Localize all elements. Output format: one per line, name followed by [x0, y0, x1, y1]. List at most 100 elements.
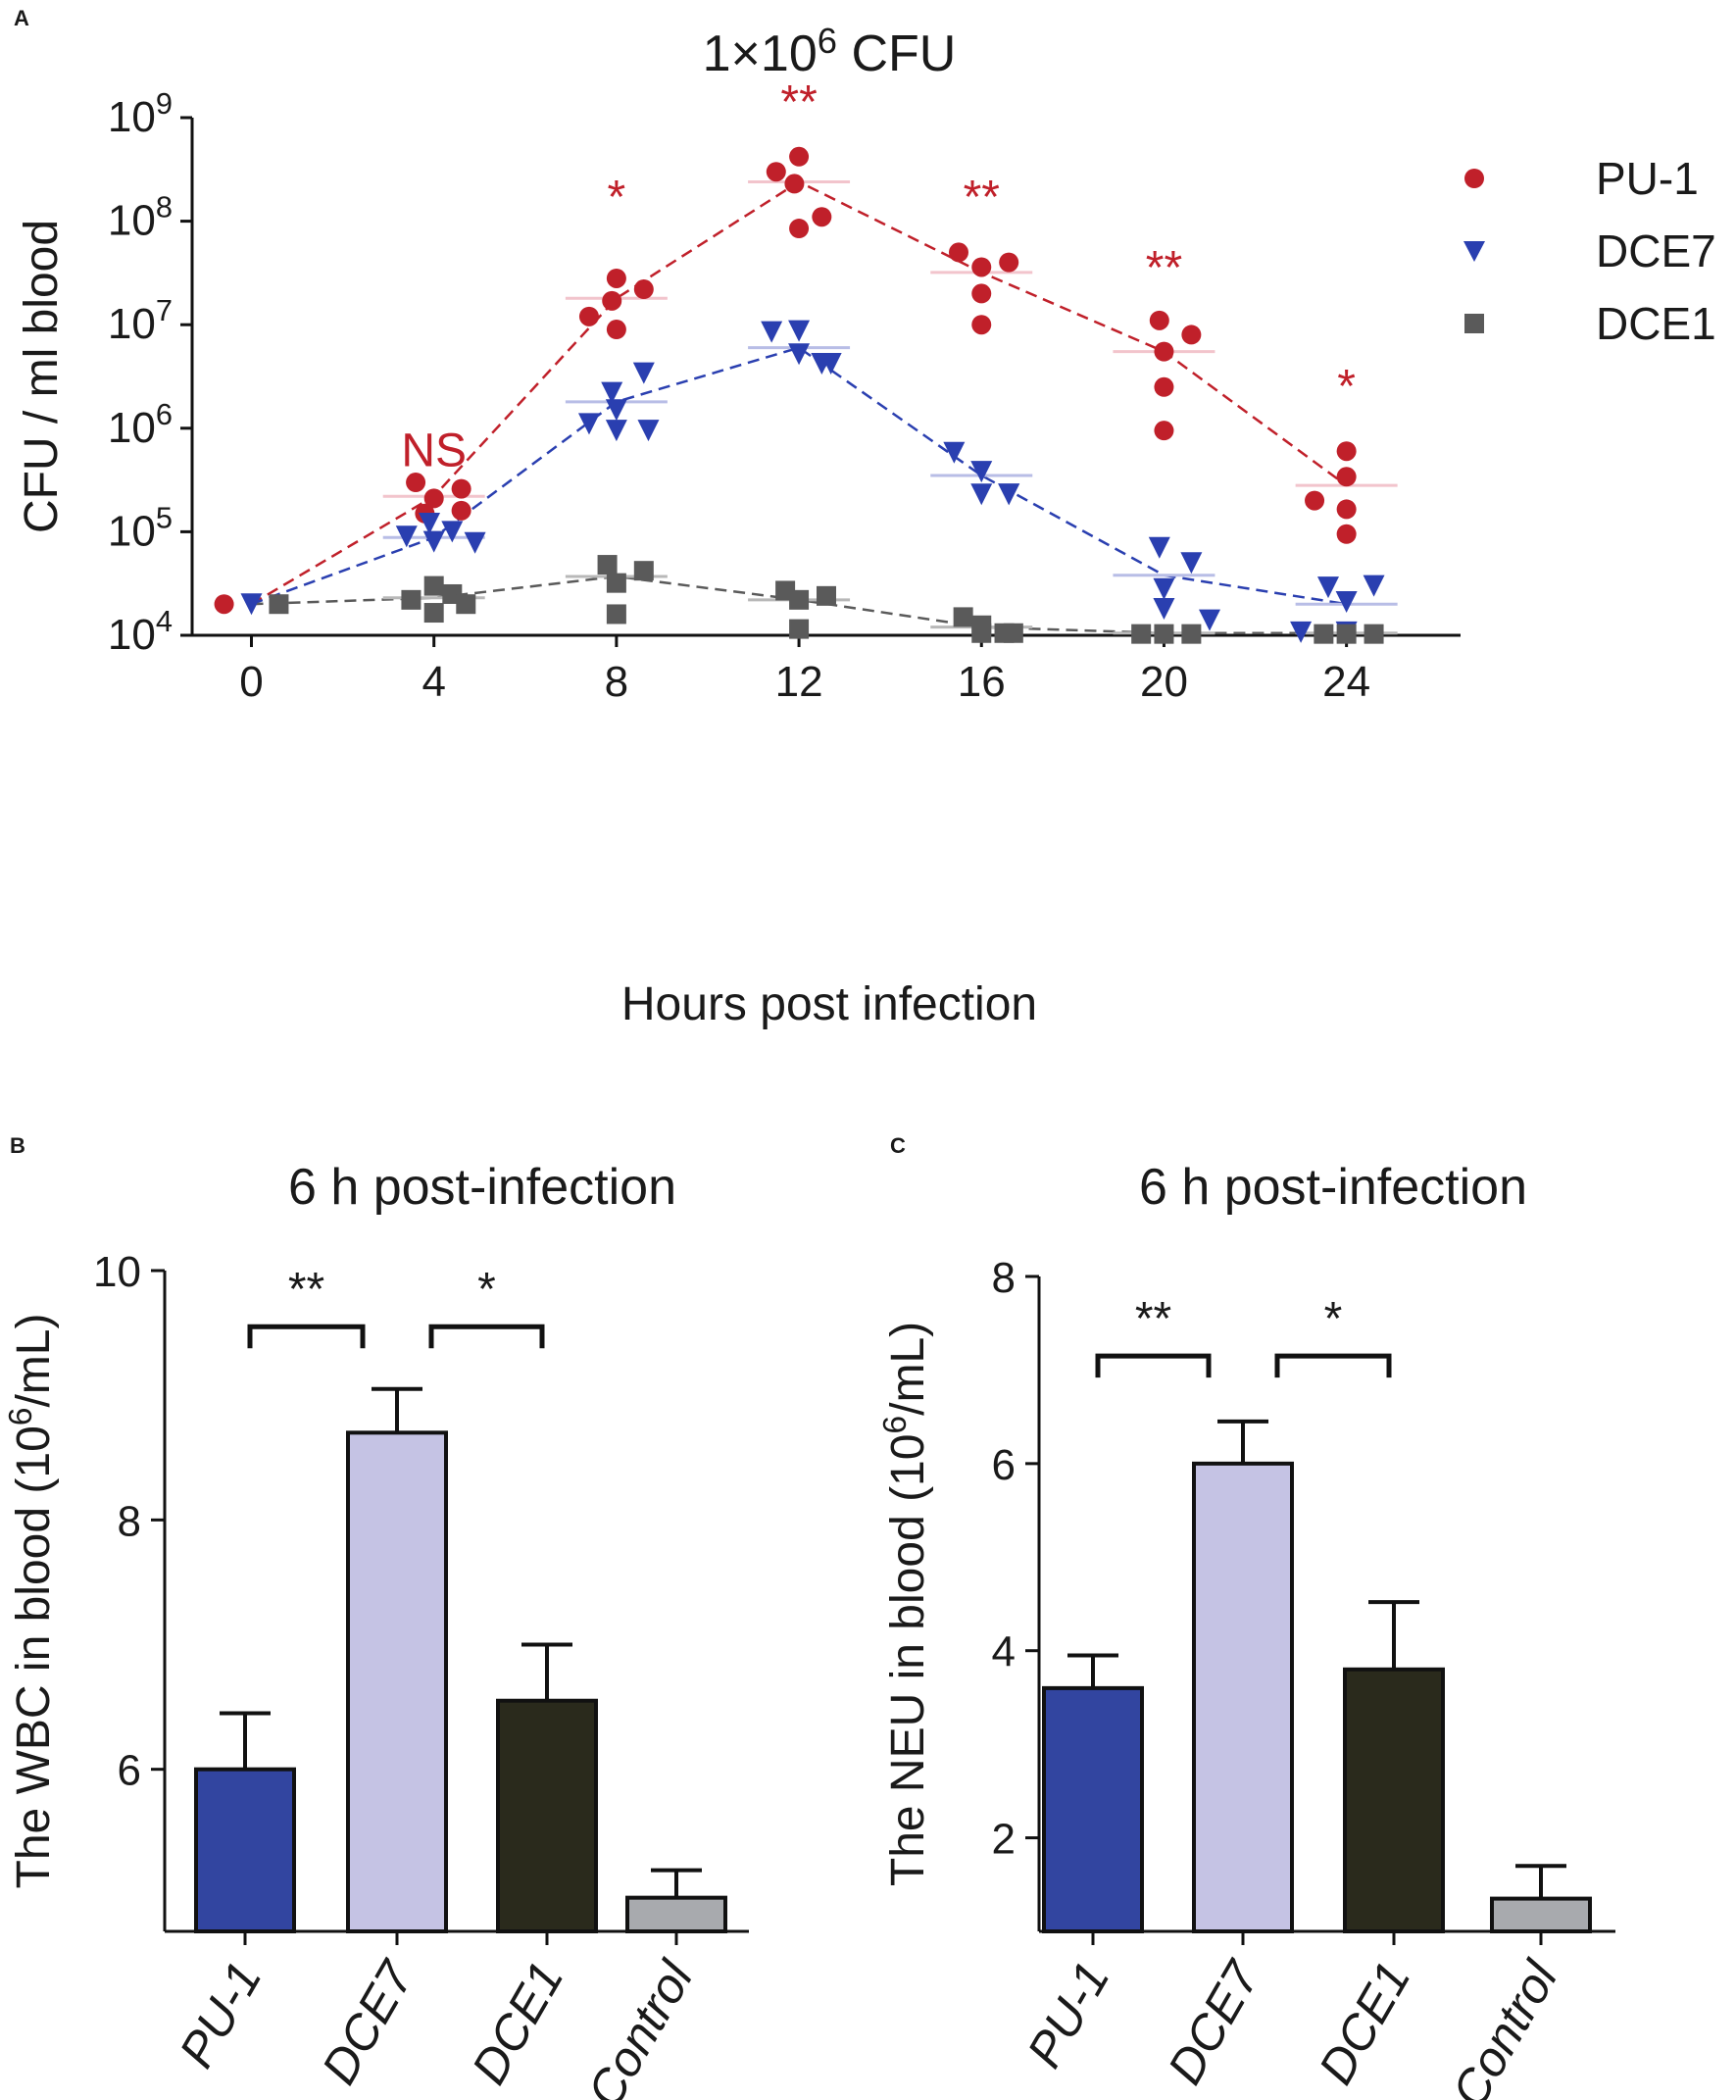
data-point	[1198, 609, 1220, 631]
data-point	[1148, 536, 1170, 559]
data-point	[789, 589, 810, 610]
y-tick-label: 8	[992, 1254, 1016, 1302]
data-point	[637, 420, 660, 442]
chart-a-title: 1×106 CFU	[703, 21, 957, 82]
x-tick-label: 4	[422, 658, 445, 706]
data-point	[1181, 624, 1202, 644]
data-point	[812, 207, 832, 227]
data-point	[1363, 575, 1385, 597]
data-point	[1305, 490, 1325, 511]
panel-letter-a: A	[14, 6, 29, 30]
legend-marker	[1464, 169, 1484, 188]
x-tick-label: DCE7	[1157, 1951, 1270, 2093]
bar	[194, 1767, 296, 1933]
y-tick-label: 108	[108, 190, 173, 245]
data-point	[456, 594, 476, 615]
data-point	[1336, 624, 1357, 644]
bar	[625, 1895, 727, 1934]
significance-label: NS	[401, 425, 467, 477]
data-point	[632, 362, 655, 384]
data-point	[464, 531, 486, 554]
data-point	[784, 174, 805, 194]
data-point	[789, 219, 810, 239]
x-tick-label: DCE1	[461, 1953, 573, 2094]
data-point	[1003, 623, 1023, 643]
data-point	[423, 603, 444, 624]
x-tick-label: 24	[1322, 658, 1370, 706]
legend-label: DCE1	[1596, 298, 1716, 349]
y-tick-label: 10	[93, 1248, 141, 1296]
data-point	[1336, 467, 1357, 487]
data-point	[633, 279, 654, 300]
data-point	[1154, 341, 1174, 362]
x-tick-label: Control	[576, 1951, 704, 2100]
data-point	[970, 461, 993, 483]
panel-letter-b: B	[10, 1133, 25, 1158]
data-point	[423, 575, 444, 596]
data-point	[606, 573, 626, 593]
chart-title: 6 h post-infection	[1139, 1159, 1527, 1216]
data-point	[1317, 576, 1340, 599]
data-point	[971, 283, 992, 304]
data-point	[999, 252, 1019, 273]
x-tick-label: PU-1	[169, 1953, 272, 2077]
data-point	[1153, 577, 1175, 600]
data-point	[606, 320, 626, 340]
data-point	[953, 607, 973, 627]
data-point	[789, 619, 810, 639]
panel-letter-c: C	[890, 1133, 906, 1158]
significance-label: *	[477, 1264, 496, 1316]
x-tick-label: 8	[605, 658, 628, 706]
data-point	[1336, 499, 1357, 520]
significance-bracket	[1274, 1353, 1392, 1378]
panel-c-bar-chart: 6 h post-infection 2 4 6 8 The NEU in blood (…	[877, 1159, 1615, 2100]
data-point	[602, 290, 622, 311]
y-tick-label: 6	[118, 1747, 141, 1795]
significance-label: **	[1146, 242, 1182, 294]
significance-bracket	[1095, 1353, 1212, 1378]
x-tick-label: Control	[1441, 1951, 1568, 2100]
x-tick-label: DCE1	[1308, 1953, 1420, 2094]
data-point	[1131, 624, 1152, 644]
y-tick-label: 2	[992, 1816, 1016, 1864]
data-point	[1336, 441, 1357, 462]
y-axis-label: The NEU in blood (106/mL)	[877, 1322, 934, 1886]
data-point	[761, 321, 783, 343]
y-axis-label: The WBC in blood (106/mL)	[3, 1314, 60, 1889]
data-point	[1335, 590, 1358, 613]
data-point	[577, 413, 600, 435]
data-point	[601, 381, 623, 404]
data-point	[578, 306, 599, 326]
data-point	[1149, 310, 1169, 330]
legend-marker	[1464, 314, 1484, 333]
data-point	[971, 257, 992, 277]
data-point	[1364, 624, 1384, 644]
bar	[1192, 1461, 1294, 1934]
significance-label: *	[608, 172, 626, 224]
y-tick-label: 6	[992, 1441, 1016, 1489]
data-point	[240, 593, 263, 616]
panel-a-scatter-chart: 1×106 CFU 104 105 106 107 108 109 0 4 8 12 16 20 24 Ho…	[16, 21, 1716, 1030]
y-tick-label: 106	[108, 397, 173, 452]
data-point	[1180, 552, 1203, 575]
y-tick-label: 104	[108, 604, 173, 659]
data-point	[606, 268, 626, 288]
data-point	[406, 473, 426, 493]
data-point	[1336, 524, 1357, 544]
data-point	[441, 521, 464, 543]
data-point	[817, 585, 836, 606]
significance-label: **	[780, 76, 817, 128]
significance-label: *	[1324, 1293, 1343, 1345]
data-point	[605, 420, 627, 442]
data-point	[943, 441, 966, 464]
data-point	[423, 488, 444, 509]
data-point	[214, 594, 234, 615]
legend-label: DCE7	[1596, 225, 1716, 276]
data-point	[819, 352, 842, 375]
data-point	[422, 530, 445, 553]
data-point	[1314, 624, 1334, 644]
chart-title: 6 h post-infection	[288, 1159, 676, 1216]
data-point	[788, 343, 811, 366]
x-tick-label: 16	[958, 658, 1006, 706]
